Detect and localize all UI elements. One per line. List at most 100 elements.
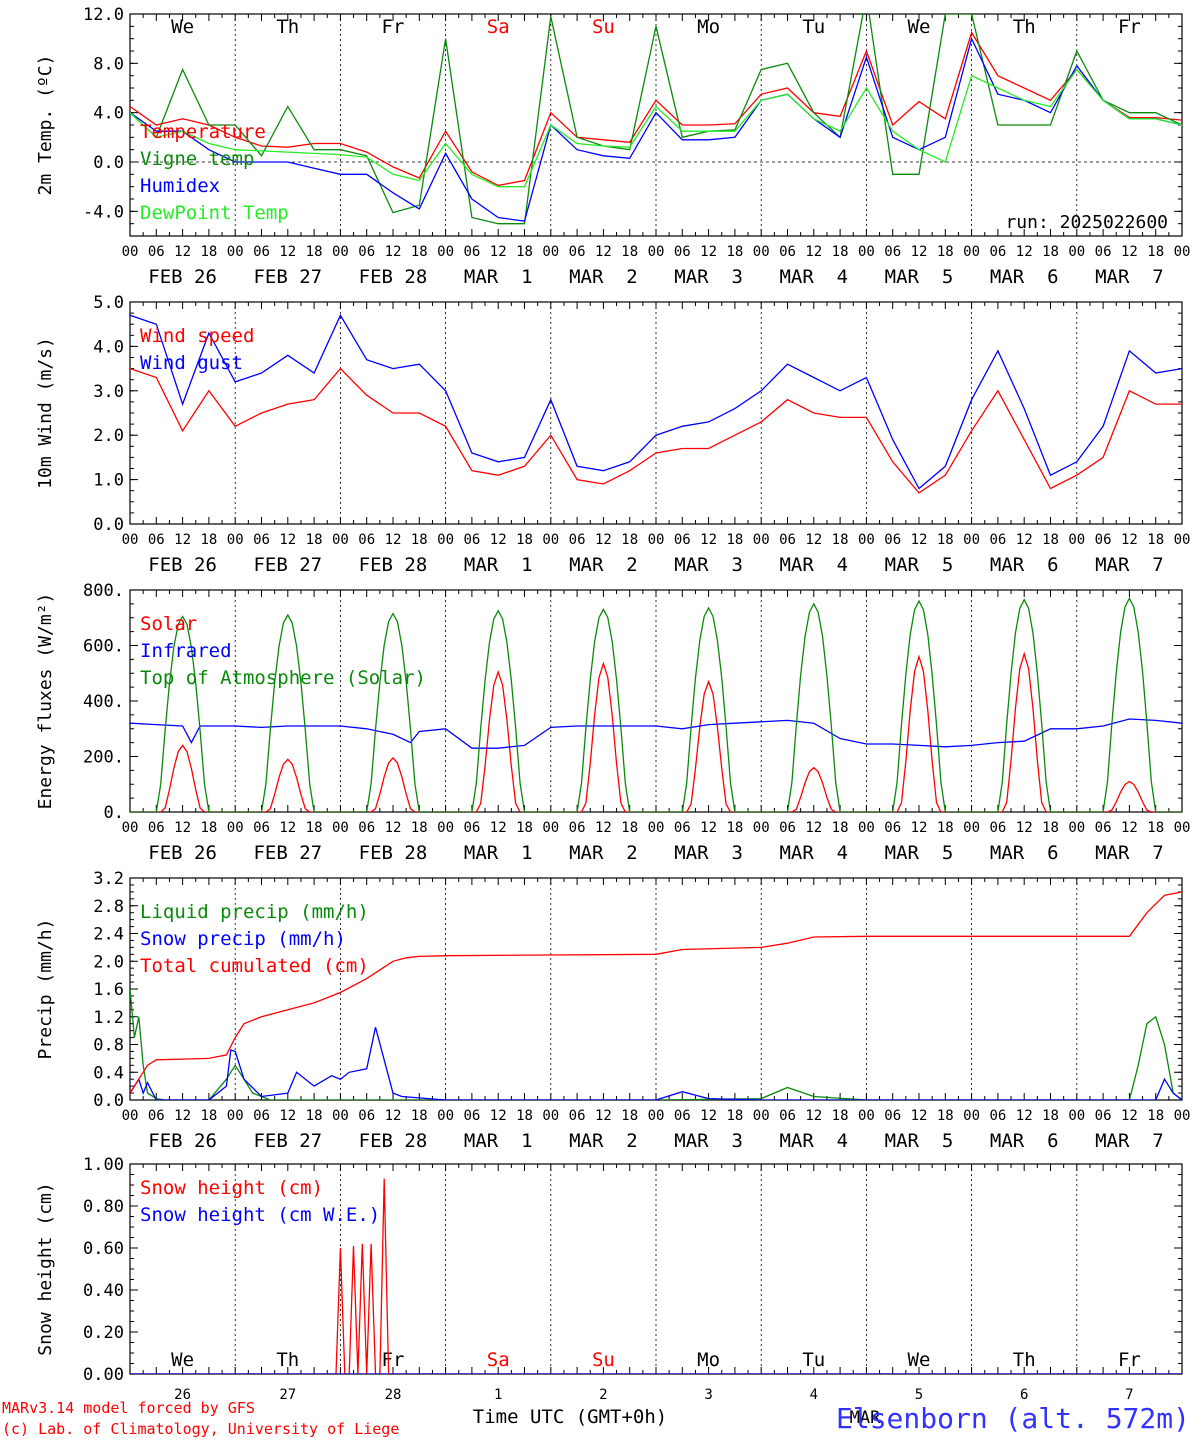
hour-tick-label: 00 — [122, 1108, 139, 1124]
hour-tick-label: 18 — [1147, 1108, 1164, 1124]
hour-tick-label: 12 — [385, 1108, 402, 1124]
hour-tick-label: 18 — [411, 1108, 428, 1124]
hour-tick-label: 18 — [306, 1108, 323, 1124]
y-tick-label: 200. — [83, 748, 124, 768]
hour-tick-label: 18 — [1042, 820, 1059, 836]
date-label: MAR 3 — [674, 554, 743, 576]
hour-tick-label: 18 — [200, 820, 217, 836]
date-label: FEB 26 — [148, 842, 217, 864]
hour-tick-label: 06 — [1095, 244, 1112, 260]
hour-tick-label: 18 — [516, 1108, 533, 1124]
hour-tick-label: 12 — [1121, 532, 1138, 548]
hour-tick-label: 00 — [1174, 1108, 1191, 1124]
hour-tick-label: 00 — [753, 244, 770, 260]
hour-tick-label: 00 — [1174, 532, 1191, 548]
hour-tick-label: 06 — [674, 244, 691, 260]
hour-tick-label: 00 — [437, 244, 454, 260]
series-line-1 — [130, 1178, 1182, 1374]
hour-tick-label: 06 — [463, 532, 480, 548]
hour-tick-label: 00 — [1174, 244, 1191, 260]
y-tick-label: 2.0 — [93, 426, 124, 446]
hour-tick-label: 18 — [1147, 820, 1164, 836]
hour-tick-label: 00 — [963, 820, 980, 836]
hour-tick-label: 12 — [911, 532, 928, 548]
weekday-label: Fr — [1118, 1349, 1141, 1371]
hour-tick-label: 00 — [542, 244, 559, 260]
y-tick-label: 8.0 — [93, 54, 124, 74]
hour-tick-label: 12 — [911, 820, 928, 836]
hour-tick-label: 12 — [490, 532, 507, 548]
legend-entry: Infrared — [140, 640, 232, 662]
series-group — [130, 313, 1182, 494]
y-tick-label: 4.0 — [93, 104, 124, 124]
date-label: MAR 1 — [464, 266, 533, 288]
hour-tick-label: 06 — [674, 1108, 691, 1124]
date-label: FEB 26 — [148, 554, 217, 576]
hour-tick-label: 18 — [1147, 532, 1164, 548]
y-axis-label: Snow height (cm) — [35, 1182, 56, 1355]
y-tick-label: 0.4 — [93, 1063, 124, 1083]
hour-tick-label: 00 — [858, 1108, 875, 1124]
series-line-1 — [130, 988, 1182, 1100]
weekday-label: Su — [592, 16, 615, 38]
hour-tick-label: 18 — [726, 820, 743, 836]
hour-tick-label: 00 — [858, 532, 875, 548]
y-tick-label: 800. — [83, 581, 124, 601]
weekday-label: Fr — [382, 1349, 405, 1371]
hour-tick-label: 06 — [884, 820, 901, 836]
hour-tick-label: 06 — [989, 820, 1006, 836]
date-label: MAR 2 — [569, 842, 638, 864]
series-line-2 — [130, 718, 1182, 749]
hour-tick-label: 12 — [385, 244, 402, 260]
hour-tick-label: 18 — [1042, 244, 1059, 260]
legend-entry: Snow height (cm) — [140, 1177, 323, 1199]
y-tick-label: 0.20 — [83, 1323, 124, 1343]
series-line-1 — [130, 367, 1182, 494]
weekday-label: Sa — [487, 16, 510, 38]
y-tick-label: 2.8 — [93, 897, 124, 917]
y-tick-label: 400. — [83, 692, 124, 712]
hour-tick-label: 12 — [490, 820, 507, 836]
weekday-label: Fr — [1118, 16, 1141, 38]
hour-tick-label: 00 — [1174, 820, 1191, 836]
hour-tick-label: 00 — [648, 532, 665, 548]
weekday-label: Tu — [802, 16, 825, 38]
date-label: MAR 7 — [1095, 554, 1164, 576]
hour-tick-label: 06 — [463, 1108, 480, 1124]
y-tick-label: 0.60 — [83, 1239, 124, 1259]
weekday-label: We — [908, 16, 931, 38]
series-line-2 — [130, 313, 1182, 490]
y-tick-label: 0.0 — [93, 515, 124, 535]
series-line-3 — [130, 596, 1182, 812]
series-group — [130, 1178, 1182, 1374]
date-label: MAR 4 — [779, 842, 848, 864]
date-label: FEB 27 — [253, 554, 322, 576]
hour-tick-label: 12 — [805, 244, 822, 260]
day-number-label: 26 — [174, 1387, 191, 1403]
panel-4: 0.0 0.4 0.8 1.2 1.6 2.0 2.4 2.8 3.2 Precip (mm/h)… — [35, 869, 1190, 1152]
hour-tick-label: 18 — [1147, 244, 1164, 260]
y-tick-label: 1.2 — [93, 1008, 124, 1028]
hour-tick-label: 06 — [884, 532, 901, 548]
hour-tick-label: 06 — [1095, 532, 1112, 548]
day-number-label: 5 — [915, 1387, 923, 1403]
weekday-label: Th — [1013, 1349, 1036, 1371]
hour-tick-label: 18 — [832, 244, 849, 260]
date-label: MAR 7 — [1095, 266, 1164, 288]
hour-tick-label: 12 — [490, 244, 507, 260]
y-tick-label: 0. — [104, 803, 124, 823]
legend-entry: Vigne temp — [140, 148, 254, 170]
hour-tick-label: 00 — [753, 1108, 770, 1124]
date-label: MAR 3 — [674, 842, 743, 864]
hour-tick-label: 12 — [911, 244, 928, 260]
hour-tick-label: 00 — [963, 532, 980, 548]
series-group — [130, 596, 1182, 812]
hour-tick-label: 00 — [122, 244, 139, 260]
hour-tick-label: 06 — [674, 820, 691, 836]
date-label: MAR 6 — [990, 842, 1059, 864]
station-name: Elsenborn (alt. 572m) — [836, 1402, 1190, 1435]
hour-tick-label: 12 — [805, 532, 822, 548]
date-label: FEB 28 — [359, 842, 428, 864]
weekday-label: Th — [276, 16, 299, 38]
date-label: MAR 5 — [885, 266, 954, 288]
